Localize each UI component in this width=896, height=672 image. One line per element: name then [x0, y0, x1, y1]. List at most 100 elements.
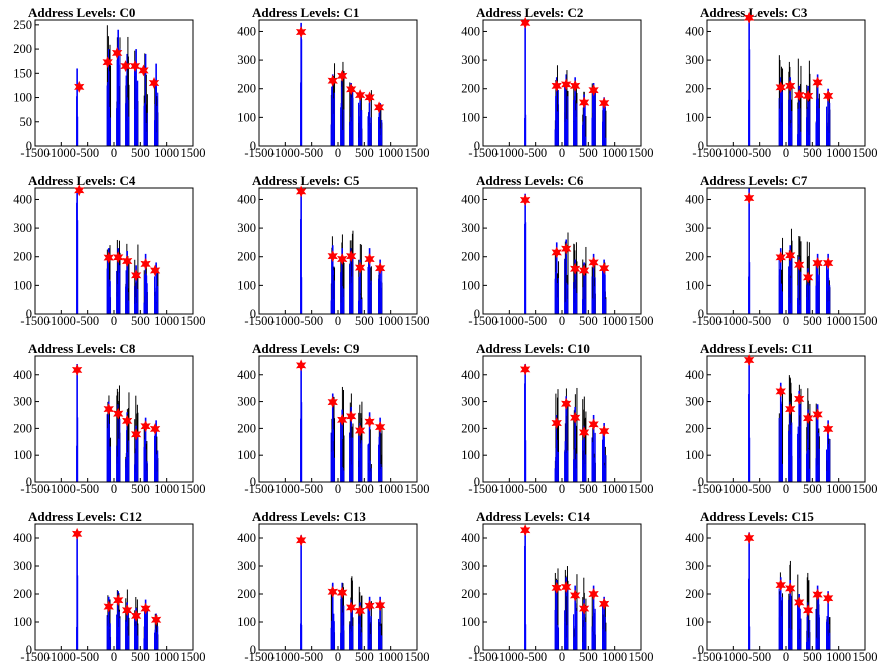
x-tick-label: 500 — [579, 650, 598, 664]
x-tick-label: -1500 — [20, 314, 49, 328]
peak-marker — [354, 89, 366, 101]
peak-marker — [113, 407, 124, 420]
histogram-bars — [300, 535, 383, 650]
panel-title: Address Levels: C1 — [252, 5, 359, 20]
plot-frame — [706, 187, 866, 315]
peak-marker — [588, 84, 599, 97]
y-tick-label: 150 — [13, 66, 32, 80]
y-tick-label: 400 — [237, 24, 256, 38]
x-tick-label: 1000 — [154, 146, 179, 160]
peak-marker — [551, 417, 562, 429]
x-tick-label: -500 — [524, 650, 547, 664]
x-tick-label: 1500 — [853, 146, 878, 160]
plot-frame — [258, 187, 418, 315]
x-tick-label: 0 — [111, 650, 117, 664]
x-tick-label: 500 — [355, 314, 374, 328]
x-tick-label: -500 — [76, 650, 99, 664]
peak-marker — [785, 79, 796, 92]
panel-c10: Address Levels: C10 0 100 200 300 400 -1500-10… — [461, 341, 653, 496]
histogram-bars — [76, 25, 159, 146]
histogram-bars — [300, 361, 383, 482]
x-tick-label: 1000 — [826, 314, 851, 328]
x-tick-label: -500 — [300, 146, 323, 160]
x-tick-label: 1500 — [629, 314, 654, 328]
plot-frame — [482, 19, 642, 147]
peak-marker — [570, 262, 581, 275]
y-tick-label: 200 — [685, 250, 704, 264]
peak-marker — [346, 601, 357, 614]
peak-marker — [775, 251, 786, 264]
y-tick-label: 300 — [461, 559, 480, 573]
plot-frame — [706, 355, 866, 483]
y-tick-label: 0 — [698, 139, 704, 153]
x-tick-label: 500 — [131, 482, 150, 496]
peak-marker — [129, 60, 141, 72]
x-tick-label: 500 — [355, 146, 374, 160]
x-tick-label: -1000 — [495, 650, 524, 664]
peak-marker — [598, 425, 610, 438]
y-tick-label: 400 — [237, 531, 256, 545]
x-tick-label: 1500 — [181, 146, 206, 160]
x-tick-label: -1000 — [719, 650, 748, 664]
histogram-bars — [748, 532, 831, 650]
peak-marker — [149, 422, 161, 435]
y-tick-label: 300 — [13, 559, 32, 573]
x-tick-label: -1500 — [244, 146, 273, 160]
histogram-bars — [748, 188, 831, 314]
peak-marker — [130, 269, 142, 282]
y-tick-label: 100 — [237, 110, 256, 124]
peak-marker — [794, 89, 805, 101]
peak-marker — [374, 421, 386, 433]
peak-marker — [120, 60, 131, 72]
x-tick-label: -1500 — [692, 482, 721, 496]
panel-title: Address Levels: C9 — [252, 341, 360, 356]
y-tick-label: 400 — [685, 368, 704, 382]
x-tick-label: -1500 — [692, 314, 721, 328]
x-tick-label: 0 — [559, 314, 565, 328]
x-tick-label: -500 — [748, 482, 771, 496]
peak-marker — [588, 256, 599, 269]
x-tick-label: -1000 — [47, 314, 76, 328]
x-tick-label: 1000 — [378, 650, 403, 664]
x-tick-label: -500 — [524, 314, 547, 328]
x-tick-label: -500 — [76, 314, 99, 328]
peak-marker — [578, 264, 590, 277]
y-tick-label: 0 — [26, 643, 32, 657]
peak-marker — [570, 411, 581, 424]
peak-marker — [122, 255, 133, 267]
peak-marker — [140, 420, 151, 433]
x-tick-label: 1500 — [629, 482, 654, 496]
peak-marker — [374, 262, 386, 275]
plot-frame — [258, 355, 418, 483]
x-tick-label: 1000 — [602, 146, 627, 160]
y-tick-label: 200 — [13, 42, 32, 56]
panel-c8: Address Levels: C8 0 100 200 300 400 -1500-100… — [13, 341, 205, 496]
x-tick-label: -500 — [76, 146, 99, 160]
x-tick-label: 0 — [783, 650, 789, 664]
x-tick-label: -1500 — [244, 482, 273, 496]
y-tick-label: 300 — [685, 53, 704, 67]
x-tick-label: 0 — [783, 482, 789, 496]
peak-marker — [794, 392, 805, 405]
y-tick-label: 0 — [26, 139, 32, 153]
peak-marker — [103, 251, 114, 264]
y-tick-label: 400 — [685, 531, 704, 545]
panel-title: Address Levels: C8 — [28, 341, 136, 356]
peak-marker — [588, 588, 599, 600]
x-tick-label: 1500 — [405, 146, 430, 160]
panel-title: Address Levels: C7 — [700, 173, 808, 188]
plot-frame — [34, 355, 194, 483]
x-tick-label: 1000 — [378, 314, 403, 328]
histogram-bars — [76, 532, 159, 650]
peak-marker — [519, 194, 531, 206]
peak-marker — [140, 602, 151, 615]
y-tick-label: 100 — [237, 615, 256, 629]
peak-marker — [295, 359, 307, 372]
peak-marker — [561, 78, 572, 91]
peak-marker — [103, 403, 114, 416]
y-tick-label: 200 — [685, 421, 704, 435]
peak-marker — [822, 89, 834, 102]
x-tick-label: -1500 — [244, 314, 273, 328]
peak-marker — [578, 426, 590, 439]
